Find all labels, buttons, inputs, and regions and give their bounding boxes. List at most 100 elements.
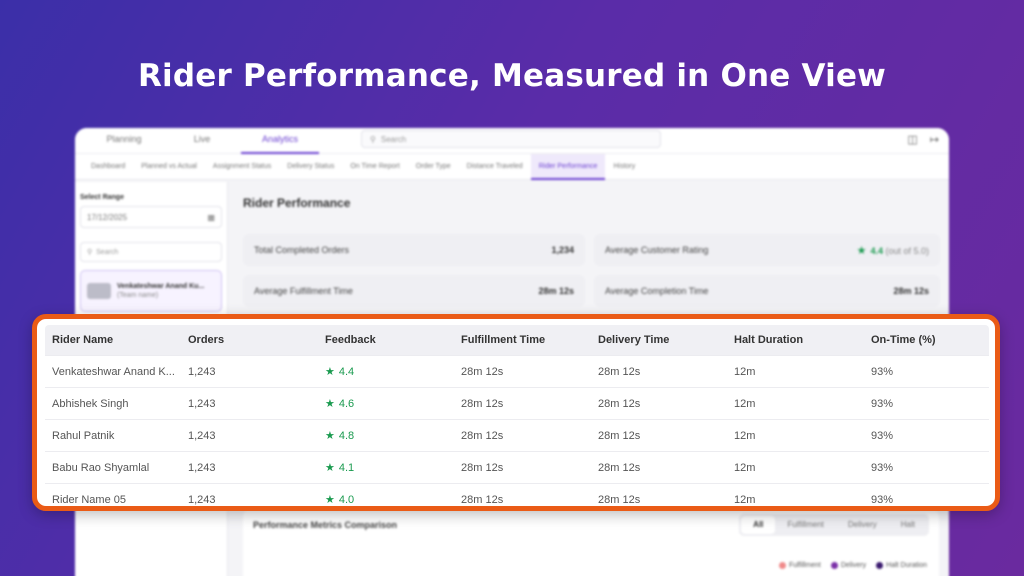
header-fulfillment-time[interactable]: Fulfillment Time [461, 334, 546, 346]
sidebar-search-input[interactable]: ⚲ Search [80, 242, 222, 262]
tab-planning[interactable]: Planning [106, 133, 142, 144]
cell-orders: 1,243 [188, 397, 216, 410]
cell-orders: 1,243 [188, 429, 216, 442]
cell-feedback: ★ 4.4 [325, 365, 354, 378]
star-icon: ★ [325, 398, 335, 410]
cell-orders: 1,243 [188, 365, 216, 378]
tab-analytics[interactable]: Analytics [241, 128, 319, 154]
legend-item: Fulfillment [778, 562, 821, 569]
cell-delivery-time: 28m 12s [598, 365, 641, 378]
card-label: Total Completed Orders [254, 245, 350, 255]
subtab-order-type[interactable]: Order Type [415, 162, 451, 170]
legend-label: Delivery [840, 562, 867, 569]
header-rider-name[interactable]: Rider Name [52, 334, 114, 346]
subtab-dashboard[interactable]: Dashboard [91, 162, 126, 170]
tab-live[interactable]: Live [193, 133, 211, 144]
cell-feedback: ★ 4.1 [325, 461, 354, 474]
cell-halt-duration: 12m [734, 397, 756, 410]
table-row[interactable]: Venkateshwar Anand K... 1,243 ★ 4.4 28m 1… [45, 355, 989, 387]
cell-rider-name: Abhishek Singh [52, 397, 129, 410]
table-row[interactable]: Rahul Patnik 1,243 ★ 4.8 28m 12s 28m 12s … [45, 419, 989, 451]
header-on-time[interactable]: On-Time (%) [871, 334, 936, 346]
top-icons: ◫ ↦ [907, 133, 939, 146]
header-delivery-time[interactable]: Delivery Time [598, 334, 670, 346]
cell-on-time: 93% [871, 397, 894, 410]
table-row[interactable]: Babu Rao Shyamlal 1,243 ★ 4.1 28m 12s 28m… [45, 451, 989, 483]
feedback-value: 4.0 [338, 494, 355, 506]
legend-label: Halt Duration [886, 562, 927, 569]
subtab-rider-performance[interactable]: Rider Performance [530, 153, 606, 180]
main-panel: Rider Performance Total Completed Orders… [235, 182, 949, 576]
segment-halt[interactable]: Halt [900, 520, 915, 529]
rating-suffix: (out of 5.0) [885, 245, 929, 256]
avatar [87, 283, 111, 299]
search-input[interactable]: ⚲ Search [361, 130, 661, 148]
date-value: 17/12/2025 [87, 212, 128, 222]
rider-performance-table: Rider Name Orders Feedback Fulfillment T… [32, 314, 1000, 511]
header-halt-duration[interactable]: Halt Duration [734, 334, 804, 346]
card-label: Average Completion Time [605, 286, 709, 296]
cell-fulfillment-time: 28m 12s [461, 461, 504, 474]
cell-delivery-time: 28m 12s [598, 493, 641, 506]
header-feedback[interactable]: Feedback [325, 334, 376, 346]
cell-halt-duration: 12m [734, 365, 756, 378]
legend-dot [778, 562, 786, 569]
top-nav: Planning Live Analytics [85, 128, 319, 154]
sub-nav: Dashboard Planned vs Actual Assignment S… [75, 153, 949, 180]
subtab-planned-vs-actual[interactable]: Planned vs Actual [141, 162, 197, 170]
cell-orders: 1,243 [188, 493, 216, 506]
cell-feedback: ★ 4.6 [325, 397, 354, 410]
star-icon: ★ [325, 462, 335, 474]
segment-delivery[interactable]: Delivery [847, 520, 877, 529]
search-icon: ⚲ [87, 249, 93, 256]
headline: Rider Performance, Measured in One View [137, 58, 887, 94]
search-placeholder: Search [380, 134, 407, 144]
fulfillment-card: Average Fulfillment Time 28m 12s [243, 275, 585, 307]
subtab-on-time-report[interactable]: On Time Report [350, 162, 400, 170]
feedback-value: 4.4 [338, 366, 355, 378]
segment-all[interactable]: All [741, 516, 776, 534]
cell-fulfillment-time: 28m 12s [461, 493, 504, 506]
subtab-history[interactable]: History [613, 162, 636, 170]
legend-dot [876, 562, 884, 569]
segment-fulfillment[interactable]: Fulfillment [787, 520, 824, 529]
cell-on-time: 93% [871, 493, 894, 506]
subtab-assignment-status[interactable]: Assignment Status [212, 162, 272, 170]
rider-list-team: (Team name) [117, 292, 159, 299]
subtab-distance-traveled[interactable]: Distance Traveled [466, 162, 523, 170]
feedback-value: 4.8 [338, 430, 355, 442]
star-icon: ★ [325, 366, 335, 378]
card-value: 28m 12s [538, 286, 574, 296]
subtab-delivery-status[interactable]: Delivery Status [287, 162, 335, 170]
cell-on-time: 93% [871, 429, 894, 442]
card-value: 28m 12s [893, 286, 929, 296]
cell-on-time: 93% [871, 365, 894, 378]
search-icon: ⚲ [370, 134, 376, 144]
cell-halt-duration: 12m [734, 429, 756, 442]
range-label: Select Range [80, 194, 124, 201]
card-value: 1,234 [551, 245, 574, 255]
page-title: Rider Performance [243, 196, 351, 210]
chat-icon[interactable]: ◫ [907, 134, 918, 146]
cell-delivery-time: 28m 12s [598, 461, 641, 474]
metric-segment-control: All Fulfillment Delivery Halt [739, 514, 929, 536]
cell-rider-name: Venkateshwar Anand K... [52, 365, 175, 378]
chart-legend: Fulfillment Delivery Halt Duration [778, 562, 927, 569]
sidebar-search-placeholder: Search [96, 248, 119, 256]
cell-delivery-time: 28m 12s [598, 429, 641, 442]
date-picker[interactable]: 17/12/2025 ▦ [80, 206, 222, 228]
cell-rider-name: Rahul Patnik [52, 429, 115, 442]
rider-list-name: Venkateshwar Anand Ku... [117, 283, 205, 290]
feedback-value: 4.6 [338, 398, 355, 410]
calendar-icon: ▦ [207, 212, 215, 222]
table-header: Rider Name Orders Feedback Fulfillment T… [45, 325, 989, 355]
header-orders[interactable]: Orders [188, 334, 225, 346]
rider-list-item[interactable]: Venkateshwar Anand Ku... (Team name) [80, 270, 222, 312]
cell-on-time: 93% [871, 461, 894, 474]
cell-halt-duration: 12m [734, 493, 756, 506]
table-row[interactable]: Abhishek Singh 1,243 ★ 4.6 28m 12s 28m 12… [45, 387, 989, 419]
cell-orders: 1,243 [188, 461, 216, 474]
table-row[interactable]: Rider Name 05 1,243 ★ 4.0 28m 12s 28m 12s… [45, 483, 989, 506]
feedback-value: 4.1 [338, 462, 355, 474]
logout-icon[interactable]: ↦ [929, 134, 939, 146]
